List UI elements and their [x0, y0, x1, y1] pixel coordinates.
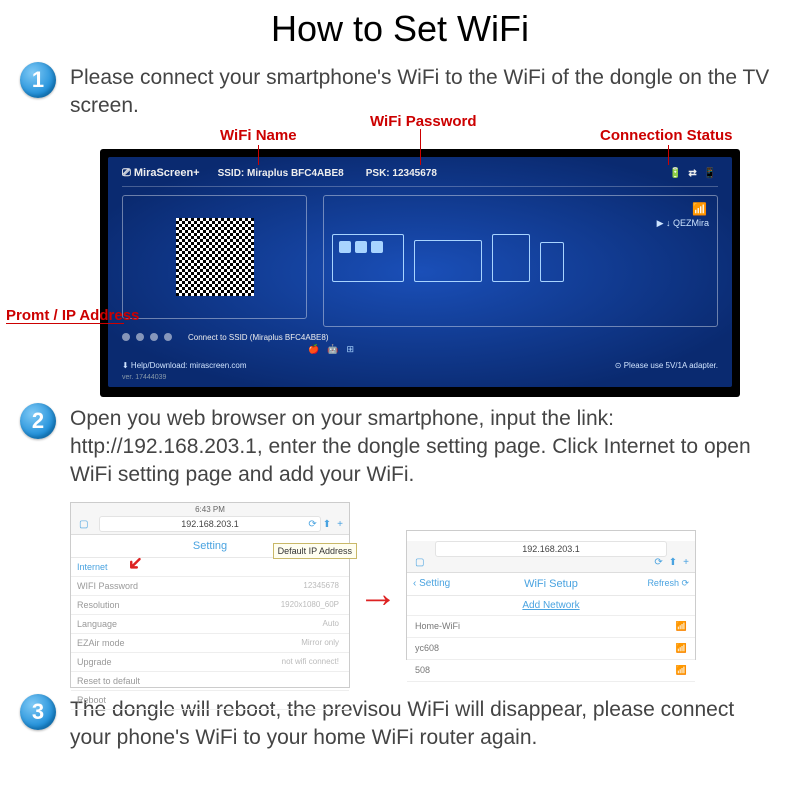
pointer-connection-status	[668, 145, 669, 165]
page-title: How to Set WiFi	[20, 8, 780, 50]
tv-screen: ⎚ MiraScreen+ SSID: Miraplus BFC4ABE8 PS…	[100, 149, 740, 397]
tv-brand: ⎚ MiraScreen+	[122, 167, 200, 180]
tv-os-icons: 🍎🤖⊞	[108, 342, 732, 355]
tv-annotated-region: WiFi Name WiFi Password Connection Statu…	[70, 127, 780, 399]
step-2-badge: 2	[20, 403, 56, 439]
refresh-button[interactable]: Refresh ⟳	[647, 578, 689, 589]
tv-ssid: SSID: Miraplus BFC4ABE8	[218, 168, 344, 179]
add-network[interactable]: Add Network	[407, 596, 695, 616]
step-3-badge: 3	[20, 694, 56, 730]
row-lang[interactable]: LanguageAuto	[71, 615, 349, 634]
qr-code	[176, 218, 254, 296]
device-panel: 📶 ▶ ↓ QEZMira	[323, 195, 718, 327]
annotation-connection-status: Connection Status	[600, 127, 733, 144]
browser-settings: 6:43 PM ▢ 192.168.203.1 ⟳⬆+ Setting Defa…	[70, 502, 350, 688]
tv-content: ⎚ MiraScreen+ SSID: Miraplus BFC4ABE8 PS…	[108, 157, 732, 387]
device-tablet-icon	[492, 234, 530, 282]
browser1-time: 6:43 PM	[71, 503, 349, 514]
pointer-wifi-password	[420, 129, 421, 165]
browser-wifi-setup: ▢ 192.168.203.1 ⟳⬆+ ‹ Setting WiFi Setup…	[406, 530, 696, 660]
browser2-actions[interactable]: ⟳⬆+	[654, 557, 689, 568]
row-reset[interactable]: Reset to default	[71, 672, 349, 691]
tv-psk: PSK: 12345678	[366, 168, 669, 179]
wifi-icon: 📶	[676, 665, 687, 676]
annotation-promt: Promt / IP Address	[6, 307, 139, 324]
wifi-icon: 📶	[676, 643, 687, 654]
device-phone-icon	[540, 242, 564, 282]
row-ezair[interactable]: EZAir modeMirror only	[71, 634, 349, 653]
tv-dots-row: Connect to SSID (Miraplus BFC4ABE8)	[108, 327, 732, 342]
row-res[interactable]: Resolution1920x1080_60P	[71, 596, 349, 615]
wifi-icon: 📶	[676, 621, 687, 632]
wifi-row-0[interactable]: Home-WiFi📶	[407, 616, 695, 638]
tv-power: ⊙ Please use 5V/1A adapter.	[615, 361, 718, 370]
device-row	[332, 234, 709, 282]
page-container: How to Set WiFi 1 Please connect your sm…	[0, 8, 800, 752]
book-icon[interactable]: ▢	[79, 519, 88, 530]
tv-status-icons: 🔋 ⇄ 📱	[669, 168, 718, 179]
browser1-url[interactable]: 192.168.203.1	[99, 516, 321, 532]
pointer-wifi-name	[258, 145, 259, 165]
arrow-transition: →	[358, 572, 398, 617]
device-tv-icon	[332, 234, 404, 282]
row-wifipw[interactable]: WIFI Password12345678	[71, 577, 349, 596]
tv-help: ⬇ Help/Download: mirascreen.com	[122, 361, 247, 370]
row-reboot[interactable]: Reboot	[71, 691, 349, 710]
row-internet[interactable]: Internet	[71, 558, 349, 577]
step-2: 2 Open you web browser on your smartphon…	[20, 403, 780, 490]
browser2-top: ▢ 192.168.203.1 ⟳⬆+	[407, 541, 695, 573]
browser1-actions[interactable]: ⟳⬆+	[308, 519, 343, 530]
tv-footer: ⬇ Help/Download: mirascreen.com ⊙ Please…	[108, 355, 732, 372]
promt-pointer	[6, 323, 124, 324]
step-1-badge: 1	[20, 62, 56, 98]
ip-callout: Default IP Address	[273, 543, 357, 559]
ezmira-label: ▶ ↓ QEZMira	[657, 218, 709, 229]
browser1-top: 6:43 PM ▢ 192.168.203.1 ⟳⬆+	[71, 503, 349, 535]
wifi-row-1[interactable]: yc608📶	[407, 638, 695, 660]
tv-promt-text: Connect to SSID (Miraplus BFC4ABE8)	[188, 333, 329, 342]
browser2-header: ‹ Setting WiFi Setup Refresh ⟳	[407, 573, 695, 596]
row-upgrade[interactable]: Upgradenot wifi connect!	[71, 653, 349, 672]
browser2-url[interactable]: 192.168.203.1	[435, 541, 667, 557]
tv-body: 📶 ▶ ↓ QEZMira	[108, 187, 732, 327]
back-button[interactable]: ‹ Setting	[413, 578, 450, 589]
device-laptop-icon	[414, 240, 482, 282]
tv-version: ver. 17444039	[122, 374, 166, 381]
annotation-wifi-password: WiFi Password	[370, 113, 477, 130]
annotation-wifi-name: WiFi Name	[220, 127, 297, 144]
step-2-text: Open you web browser on your smartphone,…	[70, 403, 780, 490]
wifi-row-2[interactable]: 508📶	[407, 660, 695, 682]
browser-row: 6:43 PM ▢ 192.168.203.1 ⟳⬆+ Setting Defa…	[70, 502, 780, 688]
qr-panel	[122, 195, 307, 319]
book-icon-2[interactable]: ▢	[415, 557, 424, 568]
wifi-icon: 📶	[692, 202, 707, 216]
